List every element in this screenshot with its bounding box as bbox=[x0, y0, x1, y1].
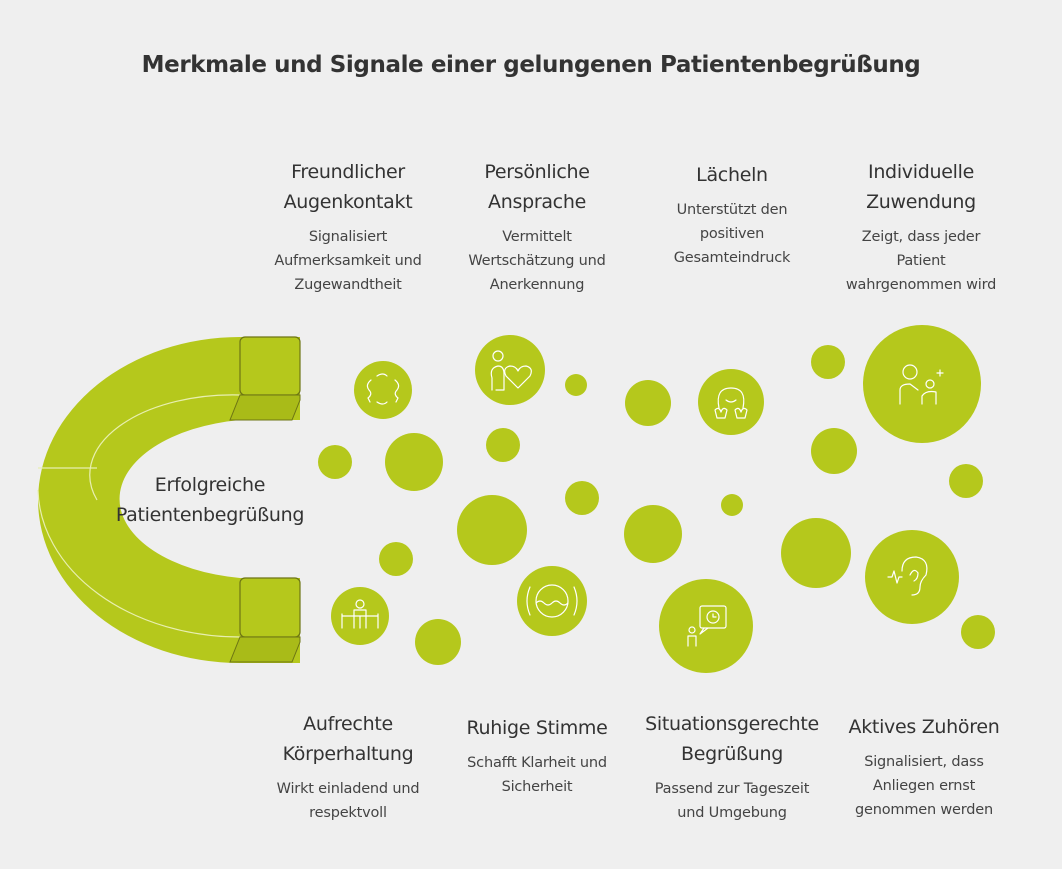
bubble bbox=[865, 530, 959, 624]
bubble bbox=[415, 619, 461, 665]
faces-exchange-icon bbox=[366, 373, 400, 405]
item-title: Lächeln bbox=[696, 164, 768, 186]
item-desc: Passend zur Tageszeit und Umgebung bbox=[654, 781, 810, 821]
ear-listening-icon bbox=[887, 556, 928, 596]
bubble bbox=[457, 495, 527, 565]
bubble bbox=[565, 374, 587, 396]
bubble bbox=[811, 428, 857, 474]
smiling-face-icon bbox=[714, 387, 748, 419]
magnet bbox=[37, 336, 301, 663]
diagram-title: Merkmale und Signale einer gelungenen Pa… bbox=[141, 52, 921, 78]
item-zuwendung: Individuelle Zuwendung Zeigt, dass jeder… bbox=[826, 157, 1016, 297]
bubble bbox=[863, 325, 981, 443]
item-ansprache: Persönliche Ansprache Vermittelt Wertsch… bbox=[442, 157, 632, 297]
item-title: Aktives Zuhören bbox=[848, 716, 1000, 738]
person-clock-icon bbox=[687, 605, 727, 647]
bubble bbox=[961, 615, 995, 649]
item-desc: Wirkt einladend und respektvoll bbox=[276, 781, 420, 821]
item-desc: Signalisiert Aufmerksamkeit und Zugewand… bbox=[274, 229, 422, 293]
bubble bbox=[811, 345, 845, 379]
item-zuhoeren: Aktives Zuhören Signalisiert, dass Anlie… bbox=[829, 712, 1019, 822]
item-koerperhaltung: Aufrechte Körperhaltung Wirkt einladend … bbox=[253, 709, 443, 825]
bubble bbox=[625, 380, 671, 426]
item-desc: Unterstützt den positiven Gesamteindruck bbox=[673, 202, 791, 266]
item-desc: Zeigt, dass jeder Patient wahrgenommen w… bbox=[845, 229, 997, 293]
item-situation: Situationsgerechte Begrüßung Passend zur… bbox=[627, 709, 837, 825]
bubble bbox=[565, 481, 599, 515]
bubble bbox=[949, 464, 983, 498]
item-desc: Schafft Klarheit und Sicherheit bbox=[467, 755, 607, 795]
item-title: Persönliche Ansprache bbox=[484, 161, 590, 213]
bubble bbox=[517, 566, 587, 636]
item-title: Aufrechte Körperhaltung bbox=[282, 713, 414, 765]
item-title: Ruhige Stimme bbox=[466, 717, 608, 739]
bubble bbox=[721, 494, 743, 516]
bubble bbox=[659, 579, 753, 673]
item-title: Individuelle Zuwendung bbox=[866, 161, 976, 213]
item-stimme: Ruhige Stimme Schafft Klarheit und Siche… bbox=[442, 713, 632, 799]
person-heart-icon bbox=[490, 350, 532, 391]
bubble bbox=[486, 428, 520, 462]
item-desc: Signalisiert, dass Anliegen ernst genomm… bbox=[855, 754, 993, 818]
bubble bbox=[624, 505, 682, 563]
magnet-pole-top bbox=[239, 336, 301, 396]
upright-person-icon bbox=[341, 599, 379, 629]
bubble bbox=[385, 433, 443, 491]
bubble bbox=[475, 335, 545, 405]
bubble bbox=[354, 361, 412, 419]
calm-voice-icon bbox=[526, 584, 578, 618]
caregiver-patient-icon bbox=[899, 364, 944, 405]
bubble bbox=[781, 518, 851, 588]
item-laecheln: Lächeln Unterstützt den positiven Gesamt… bbox=[637, 160, 827, 270]
item-title: Freundlicher Augenkontakt bbox=[283, 161, 413, 213]
item-augenkontakt: Freundlicher Augenkontakt Signalisiert A… bbox=[253, 157, 443, 297]
item-desc: Vermittelt Wertschätzung und Anerkennung bbox=[468, 229, 606, 293]
center-label: Erfolgreiche Patientenbegrüßung bbox=[115, 474, 305, 526]
magnet-pole-bottom bbox=[239, 577, 301, 638]
item-title: Situationsgerechte Begrüßung bbox=[645, 713, 819, 765]
bubble bbox=[379, 542, 413, 576]
bubble bbox=[318, 445, 352, 479]
